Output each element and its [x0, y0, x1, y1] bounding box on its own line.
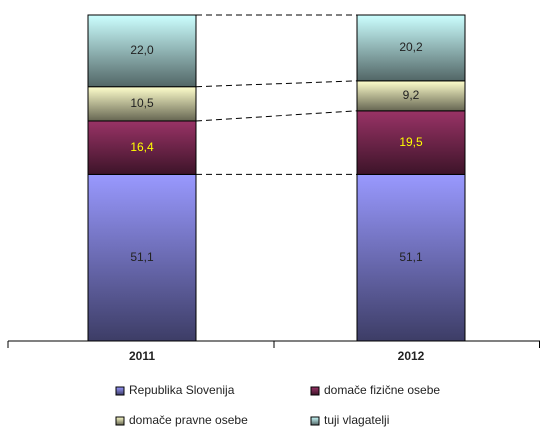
x-tick-label: 2011 [129, 349, 155, 363]
legend-swatch [115, 416, 125, 426]
value-label: 10,5 [130, 96, 154, 110]
value-label: 16,4 [130, 140, 154, 154]
legend-label: domače pravne osebe [129, 413, 248, 427]
x-tick-label: 2012 [398, 349, 425, 363]
legend-swatch [310, 416, 320, 426]
connector-line [195, 80, 358, 88]
bar-segment [356, 110, 466, 175]
bar-segment [356, 173, 466, 342]
bar-segment [87, 173, 197, 342]
bar-segment [87, 14, 197, 88]
value-label: 20,2 [399, 40, 423, 54]
legend-swatch [115, 386, 125, 396]
connector-line [195, 110, 358, 122]
value-label: 51,1 [399, 250, 423, 264]
bar-segment [87, 120, 197, 175]
legend-label: Republika Slovenija [129, 383, 235, 397]
legend-label: domače fizične osebe [324, 383, 440, 397]
bar-segment [356, 80, 466, 112]
value-label: 51,1 [130, 250, 154, 264]
value-label: 19,5 [399, 135, 423, 149]
bar-segment [356, 14, 466, 82]
value-label: 9,2 [403, 88, 420, 102]
legend-swatch [310, 386, 320, 396]
legend-label: tuji vlagatelji [324, 413, 389, 427]
value-label: 22,0 [130, 43, 154, 57]
